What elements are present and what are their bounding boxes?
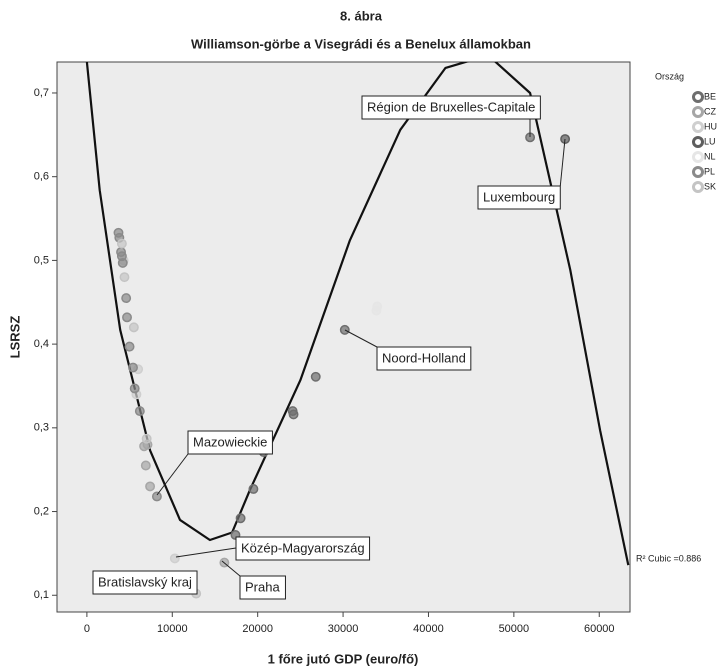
annotation-label: Praha — [245, 579, 280, 594]
point — [140, 460, 151, 471]
legend-label: HU — [704, 121, 717, 131]
fit-label: R² Cubic =0.886 — [636, 553, 701, 563]
leader-line — [221, 560, 241, 577]
legend-marker — [692, 181, 704, 193]
y-tick-label: 0,5 — [34, 254, 49, 266]
point — [134, 406, 145, 417]
plot-area — [56, 61, 631, 613]
legend-label: LU — [704, 136, 716, 146]
legend-marker — [692, 166, 704, 178]
annotation-label: Közép-Magyarország — [241, 540, 365, 555]
legend-marker — [692, 151, 704, 163]
x-tick-label: 10000 — [157, 623, 188, 635]
x-axis-title: 1 főre jutó GDP (euro/fő) — [268, 651, 419, 666]
point — [248, 483, 259, 494]
x-tick-label: 40000 — [413, 623, 444, 635]
point — [128, 362, 138, 373]
point — [128, 322, 139, 333]
y-tick-label: 0,6 — [34, 171, 49, 183]
legend-label: PL — [704, 166, 715, 176]
leader-line — [175, 547, 237, 558]
x-tick-label: 0 — [84, 623, 90, 635]
point — [339, 324, 350, 335]
leader-line — [156, 453, 189, 496]
chart-title: 8. ábra — [340, 8, 383, 23]
annotation-label: Mazowieckie — [193, 434, 267, 449]
point — [116, 238, 127, 249]
point — [117, 257, 128, 268]
point — [124, 341, 135, 352]
legend-marker — [692, 91, 704, 103]
legend-marker — [692, 121, 704, 133]
point — [169, 553, 180, 564]
point — [151, 491, 162, 502]
legend-marker — [692, 136, 704, 148]
leader-line — [559, 138, 566, 187]
x-tick-label: 50000 — [499, 623, 530, 635]
point — [141, 433, 152, 444]
y-tick-label: 0,3 — [34, 422, 49, 434]
chart-subtitle: Williamson-görbe a Visegrádi és a Benelu… — [191, 36, 531, 51]
legend-marker — [692, 106, 704, 118]
x-tick-label: 20000 — [242, 623, 273, 635]
annotation-label: Luxembourg — [483, 189, 555, 204]
point — [288, 409, 299, 420]
x-tick-label: 60000 — [584, 623, 615, 635]
point — [310, 371, 321, 382]
y-axis-title: LSRSZ — [7, 316, 22, 359]
point — [129, 383, 140, 394]
annotation-box — [235, 536, 371, 561]
point — [372, 301, 383, 312]
annotation-label: Noord-Holland — [382, 350, 466, 365]
leader-line — [344, 329, 378, 348]
legend-label: CZ — [704, 106, 716, 116]
annotation-box — [92, 570, 198, 595]
y-tick-label: 0,4 — [34, 338, 49, 350]
legend-label: BE — [704, 91, 716, 101]
y-tick-label: 0,1 — [34, 589, 49, 601]
annotation-label: Bratislavský kraj — [98, 574, 192, 589]
point — [122, 312, 132, 323]
y-tick-label: 0,7 — [34, 87, 49, 99]
annotation-box — [477, 185, 561, 210]
point — [145, 481, 156, 492]
y-tick-label: 0,2 — [34, 505, 49, 517]
x-tick-label: 30000 — [328, 623, 359, 635]
legend-title: Ország — [655, 71, 684, 81]
legend-label: SK — [704, 181, 716, 191]
annotation-box — [376, 346, 472, 371]
plot-content — [85, 62, 630, 599]
point — [235, 513, 246, 524]
legend-label: NL — [704, 151, 716, 161]
annotation-box — [361, 95, 541, 120]
point — [121, 293, 132, 304]
annotation-box — [187, 430, 273, 455]
point — [119, 272, 130, 283]
annotation-label: Région de Bruxelles-Capitale — [367, 99, 535, 114]
annotation-box — [239, 575, 286, 600]
